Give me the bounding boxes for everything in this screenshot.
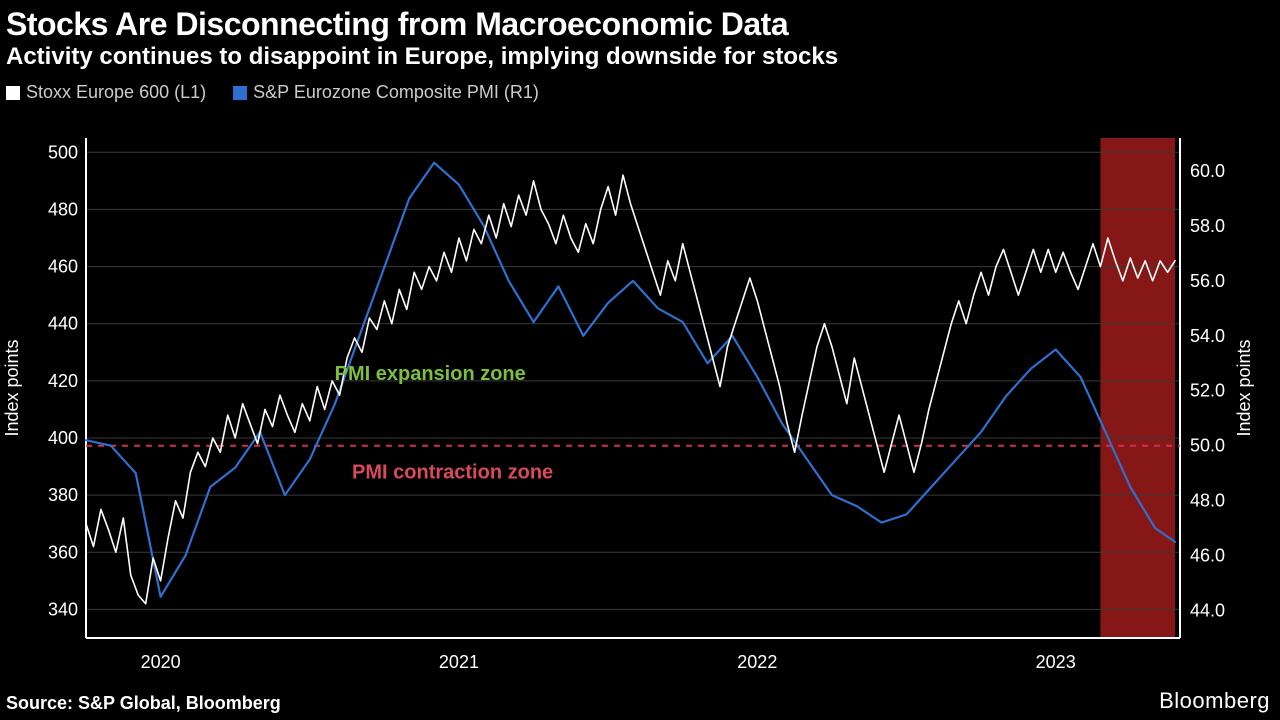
chart-svg: 340 360 380 400 420 440 460 480 500 44.0 46.0 48.0 5… xyxy=(0,128,1280,688)
svg-text:2020: 2020 xyxy=(141,652,181,672)
legend-swatch-1 xyxy=(6,86,20,100)
svg-text:420: 420 xyxy=(48,371,78,391)
svg-text:2021: 2021 xyxy=(439,652,479,672)
svg-text:50.0: 50.0 xyxy=(1190,436,1225,456)
legend-item-1: Stoxx Europe 600 (L1) xyxy=(6,82,206,103)
svg-text:380: 380 xyxy=(48,485,78,505)
svg-text:58.0: 58.0 xyxy=(1190,216,1225,236)
legend-label-2: S&P Eurozone Composite PMI (R1) xyxy=(253,82,539,102)
chart-title: Stocks Are Disconnecting from Macroecono… xyxy=(0,0,1280,43)
chart-plot-area: 340 360 380 400 420 440 460 480 500 44.0 46.0 48.0 5… xyxy=(0,128,1280,688)
legend-swatch-2 xyxy=(233,86,247,100)
svg-text:460: 460 xyxy=(48,257,78,277)
svg-text:2022: 2022 xyxy=(737,652,777,672)
svg-text:54.0: 54.0 xyxy=(1190,326,1225,346)
svg-text:44.0: 44.0 xyxy=(1190,601,1225,621)
svg-text:52.0: 52.0 xyxy=(1190,381,1225,401)
svg-text:PMI expansion zone: PMI expansion zone xyxy=(335,363,526,385)
svg-text:400: 400 xyxy=(48,428,78,448)
legend-label-1: Stoxx Europe 600 (L1) xyxy=(26,82,206,102)
svg-text:440: 440 xyxy=(48,314,78,334)
svg-text:500: 500 xyxy=(48,142,78,162)
svg-text:2023: 2023 xyxy=(1036,652,1076,672)
svg-text:60.0: 60.0 xyxy=(1190,161,1225,181)
svg-text:Index points: Index points xyxy=(1234,339,1254,436)
legend: Stoxx Europe 600 (L1) S&P Eurozone Compo… xyxy=(0,77,1280,107)
brand-label: Bloomberg xyxy=(1159,688,1270,714)
legend-item-2: S&P Eurozone Composite PMI (R1) xyxy=(233,82,539,103)
svg-text:48.0: 48.0 xyxy=(1190,491,1225,511)
svg-text:340: 340 xyxy=(48,599,78,619)
chart-subtitle: Activity continues to disappoint in Euro… xyxy=(0,43,1280,77)
chart-container: Stocks Are Disconnecting from Macroecono… xyxy=(0,0,1280,720)
svg-text:PMI contraction zone: PMI contraction zone xyxy=(352,462,553,484)
svg-text:360: 360 xyxy=(48,542,78,562)
svg-text:56.0: 56.0 xyxy=(1190,271,1225,291)
svg-text:Index points: Index points xyxy=(2,339,22,436)
svg-text:480: 480 xyxy=(48,199,78,219)
source-label: Source: S&P Global, Bloomberg xyxy=(6,693,281,714)
svg-text:46.0: 46.0 xyxy=(1190,546,1225,566)
